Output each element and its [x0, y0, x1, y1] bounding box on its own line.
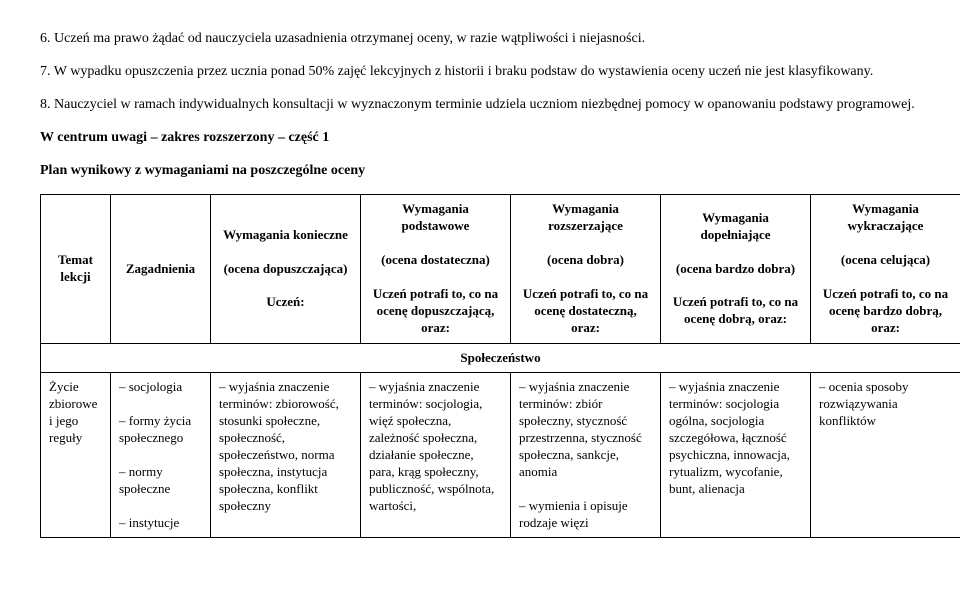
- header-temat-label: Temat lekcji: [58, 252, 93, 284]
- header-dopelniajace-sub2: Uczeń potrafi to, co na ocenę dobrą, ora…: [669, 294, 802, 328]
- requirements-table: Temat lekcji Zagadnienia Wymagania konie…: [40, 194, 960, 538]
- header-konieczne-sub2: Uczeń:: [219, 294, 352, 311]
- header-wykraczajace-title: Wymagania wykraczające: [819, 201, 952, 235]
- paragraph-6: 6. Uczeń ma prawo żądać od nauczyciela u…: [40, 30, 920, 49]
- cell-podstawowe: – wyjaśnia znaczenie terminów: socjologi…: [361, 373, 511, 538]
- header-zagadnienia: Zagadnienia: [111, 195, 211, 343]
- header-konieczne-sub1: (ocena dopuszczająca): [219, 261, 352, 278]
- header-konieczne: Wymagania konieczne (ocena dopuszczająca…: [211, 195, 361, 343]
- header-podstawowe-title: Wymagania podstawowe: [369, 201, 502, 235]
- header-wykraczajace-sub1: (ocena celująca): [819, 252, 952, 269]
- header-rozszerzajace-sub1: (ocena dobra): [519, 252, 652, 269]
- paragraph-7: 7. W wypadku opuszczenia przez ucznia po…: [40, 63, 920, 82]
- header-dopelniajace-sub1: (ocena bardzo dobra): [669, 261, 802, 278]
- header-rozszerzajace-title: Wymagania rozszerzające: [519, 201, 652, 235]
- header-podstawowe: Wymagania podstawowe (ocena dostateczna)…: [361, 195, 511, 343]
- header-rozszerzajace-sub2: Uczeń potrafi to, co na ocenę dostateczn…: [519, 286, 652, 337]
- header-wykraczajace-sub2: Uczeń potrafi to, co na ocenę bardzo dob…: [819, 286, 952, 337]
- cell-wykraczajace: – ocenia sposoby rozwiązywania konfliktó…: [811, 373, 960, 538]
- paragraph-8: 8. Nauczyciel w ramach indywidualnych ko…: [40, 96, 920, 115]
- table-row: Życie zbiorowe i jego reguły – socjologi…: [41, 373, 960, 538]
- header-zagadnienia-label: Zagadnienia: [126, 261, 195, 276]
- header-rozszerzajace: Wymagania rozszerzające (ocena dobra) Uc…: [511, 195, 661, 343]
- cell-temat: Życie zbiorowe i jego reguły: [41, 373, 111, 538]
- header-podstawowe-sub1: (ocena dostateczna): [369, 252, 502, 269]
- cell-zagadnienia: – socjologia– formy życia społecznego– n…: [111, 373, 211, 538]
- header-konieczne-title: Wymagania konieczne: [219, 227, 352, 244]
- cell-konieczne: – wyjaśnia znaczenie terminów: zbiorowoś…: [211, 373, 361, 538]
- header-dopelniajace: Wymagania dopełniające (ocena bardzo dob…: [661, 195, 811, 343]
- heading-main: W centrum uwagi – zakres rozszerzony – c…: [40, 129, 920, 148]
- section-row: Społeczeństwo: [41, 343, 960, 373]
- table-header-row: Temat lekcji Zagadnienia Wymagania konie…: [41, 195, 960, 343]
- header-temat: Temat lekcji: [41, 195, 111, 343]
- heading-sub: Plan wynikowy z wymaganiami na poszczegó…: [40, 162, 920, 181]
- cell-dopelniajace: – wyjaśnia znaczenie terminów: socjologi…: [661, 373, 811, 538]
- header-wykraczajace: Wymagania wykraczające (ocena celująca) …: [811, 195, 960, 343]
- cell-rozszerzajace: – wyjaśnia znaczenie terminów: zbiór spo…: [511, 373, 661, 538]
- header-dopelniajace-title: Wymagania dopełniające: [669, 210, 802, 244]
- section-title: Społeczeństwo: [41, 343, 960, 373]
- header-podstawowe-sub2: Uczeń potrafi to, co na ocenę dopuszczaj…: [369, 286, 502, 337]
